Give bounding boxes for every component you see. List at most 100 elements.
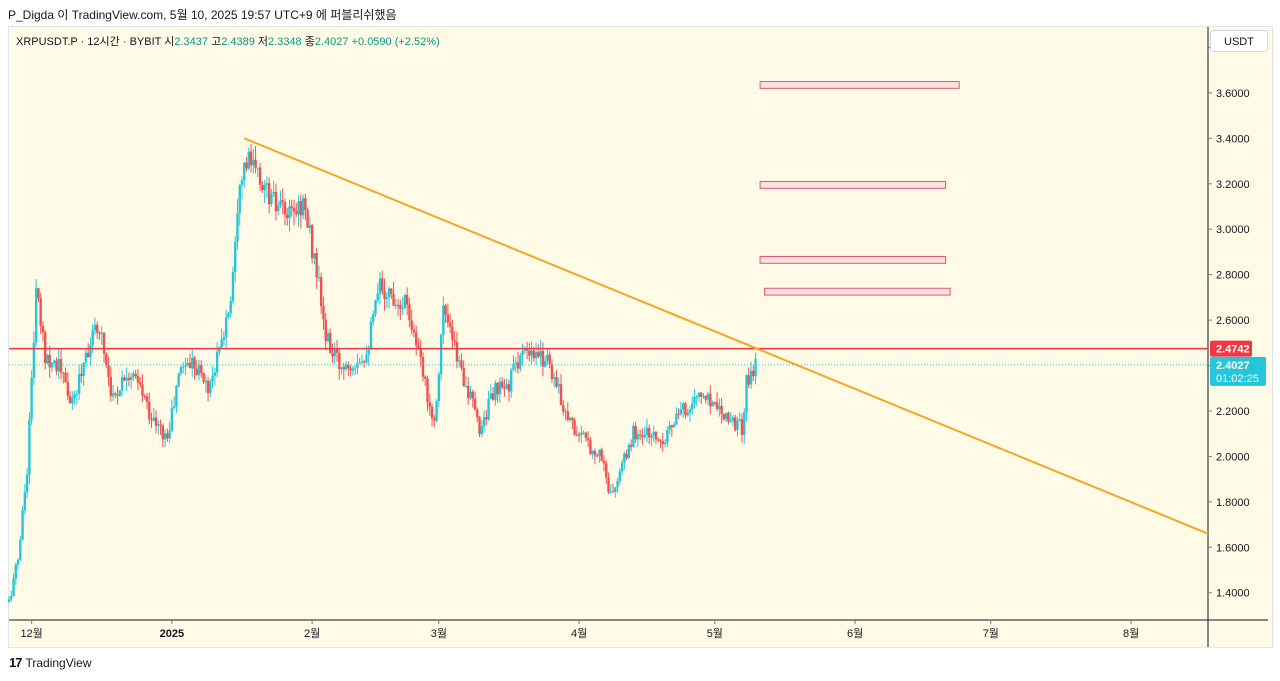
candle-body bbox=[347, 364, 350, 369]
candle-body bbox=[270, 193, 273, 205]
candle-body bbox=[295, 211, 298, 215]
candle-body bbox=[150, 419, 153, 421]
tradingview-logo[interactable]: 17 TradingView bbox=[9, 655, 92, 670]
candle-body bbox=[365, 354, 368, 363]
candle-body bbox=[317, 277, 321, 279]
candle-body bbox=[306, 210, 309, 228]
candle-body bbox=[582, 432, 585, 434]
candle-body bbox=[378, 278, 382, 294]
candle-body bbox=[745, 375, 748, 413]
candle-body bbox=[338, 352, 341, 369]
candle-body bbox=[102, 332, 106, 354]
candle-body bbox=[691, 403, 694, 410]
symbol-legend[interactable]: XRPUSDT.P · 12시간 · BYBIT 시2.3437 고2.4389… bbox=[16, 33, 440, 49]
candle-body bbox=[616, 481, 619, 488]
candle-body bbox=[584, 432, 588, 439]
candle-body bbox=[71, 398, 74, 404]
candle-body bbox=[729, 420, 732, 422]
candle-body bbox=[181, 366, 185, 368]
candle-body bbox=[562, 405, 565, 412]
candle-body bbox=[172, 406, 176, 409]
candle-body bbox=[116, 394, 119, 397]
candle-body bbox=[37, 288, 40, 299]
candle-body bbox=[89, 344, 92, 357]
candle-body bbox=[258, 167, 262, 185]
candle-body bbox=[650, 435, 653, 438]
candle-body bbox=[421, 357, 425, 377]
candle-body bbox=[127, 377, 131, 381]
candle-body bbox=[727, 412, 730, 422]
candle-body bbox=[145, 396, 149, 402]
candle-body bbox=[16, 559, 20, 565]
y-tick-label: 3.0000 bbox=[1216, 224, 1250, 236]
y-tick-label: 2.2000 bbox=[1216, 406, 1250, 418]
candle-body bbox=[457, 360, 461, 362]
candle-body bbox=[428, 402, 431, 407]
close-value: 2.4027 bbox=[314, 36, 349, 48]
candle-body bbox=[290, 206, 293, 209]
candle-body bbox=[724, 412, 728, 420]
candle-body bbox=[672, 424, 676, 428]
candle-body bbox=[297, 201, 300, 215]
candle-body bbox=[684, 403, 687, 416]
candle-body bbox=[28, 419, 31, 475]
candle-body bbox=[188, 362, 192, 369]
candle-body bbox=[469, 391, 472, 399]
candle-body bbox=[62, 372, 65, 374]
candle-body bbox=[722, 414, 726, 420]
candle-body bbox=[688, 409, 692, 414]
candle-body bbox=[426, 378, 429, 403]
candle-body bbox=[111, 393, 115, 397]
candle-body bbox=[605, 463, 608, 478]
candle-body bbox=[84, 352, 88, 363]
candle-body bbox=[609, 491, 612, 493]
candle-body bbox=[247, 151, 250, 169]
candle-body bbox=[573, 420, 576, 435]
candle-body bbox=[595, 455, 599, 457]
candle-body bbox=[34, 288, 38, 343]
candle-body bbox=[394, 304, 398, 306]
candle-body bbox=[523, 348, 526, 351]
currency-unit-button[interactable]: USDT bbox=[1210, 30, 1268, 52]
candle-body bbox=[736, 420, 739, 431]
candle-body bbox=[299, 201, 303, 216]
candle-body bbox=[55, 360, 58, 372]
resistance-price-label: 2.4742 bbox=[1216, 344, 1250, 356]
x-tick-label: 5월 bbox=[707, 627, 723, 640]
candle-body bbox=[632, 426, 635, 447]
candle-body bbox=[571, 417, 574, 421]
candle-body bbox=[191, 357, 194, 369]
candle-body bbox=[451, 326, 454, 341]
candle-body bbox=[396, 304, 400, 306]
candle-body bbox=[623, 453, 626, 463]
candle-body bbox=[322, 306, 325, 320]
candle-body bbox=[507, 384, 511, 392]
candle-body bbox=[718, 405, 721, 409]
candle-body bbox=[159, 424, 162, 426]
high-label: 고 bbox=[211, 36, 222, 48]
candle-body bbox=[80, 373, 83, 376]
candle-body bbox=[66, 382, 70, 396]
candle-body bbox=[279, 200, 282, 206]
chart-frame[interactable] bbox=[8, 26, 1273, 648]
y-tick-label: 1.8000 bbox=[1216, 497, 1250, 509]
candle-body bbox=[353, 367, 357, 369]
candle-body bbox=[105, 353, 108, 366]
candle-body bbox=[568, 417, 572, 420]
candle-body bbox=[464, 386, 468, 388]
candle-body bbox=[267, 183, 271, 205]
candle-body bbox=[446, 314, 450, 323]
y-tick-label: 2.6000 bbox=[1216, 315, 1250, 327]
x-tick-label: 2025 bbox=[160, 628, 184, 640]
candle-body bbox=[23, 492, 27, 511]
candle-body bbox=[356, 363, 359, 368]
symbol-name[interactable]: XRPUSDT.P · 12시간 · BYBIT bbox=[16, 36, 162, 48]
candle-body bbox=[161, 425, 165, 440]
candle-body bbox=[163, 433, 167, 440]
candle-body bbox=[57, 359, 60, 372]
candle-body bbox=[157, 424, 160, 426]
candle-body bbox=[419, 348, 422, 358]
candle-body bbox=[704, 396, 707, 400]
candle-body bbox=[220, 339, 223, 348]
